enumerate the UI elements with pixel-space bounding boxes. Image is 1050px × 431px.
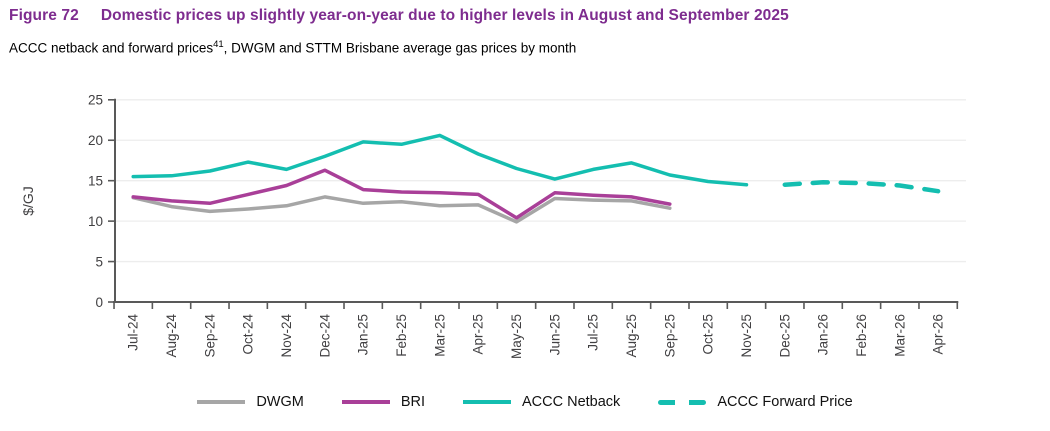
y-tick-label: 5 <box>95 254 103 269</box>
legend-label: ACCC Netback <box>522 394 621 410</box>
x-tick-label: Jan-26 <box>816 314 831 355</box>
chart-legend: DWGM BRI ACCC Netback ACCC Forward Price <box>0 394 1050 410</box>
y-tick-label: 10 <box>88 214 103 229</box>
x-tick-label: Jun-25 <box>547 314 562 355</box>
x-tick-label: Mar-26 <box>892 314 907 357</box>
line-swatch-icon <box>463 400 511 404</box>
x-tick-label: Dec-24 <box>317 314 332 358</box>
x-tick-label: Dec-25 <box>777 314 792 358</box>
x-tick-label: Nov-24 <box>279 314 294 358</box>
x-tick-label: Aug-24 <box>164 314 179 358</box>
x-tick-label: Feb-26 <box>854 314 869 357</box>
figure-label: Figure 72 <box>9 7 79 24</box>
legend-item-accc-netback: ACCC Netback <box>463 394 620 410</box>
x-tick-label: Aug-25 <box>624 314 639 358</box>
subtitle-text-cont: , DWGM and STTM Brisbane average gas pri… <box>223 40 577 56</box>
x-tick-label: Sep-24 <box>202 314 217 358</box>
x-tick-label: Jul-25 <box>586 314 601 351</box>
series-line-bri <box>131 168 672 220</box>
x-tick-label: Oct-24 <box>241 314 256 355</box>
subtitle-text: ACCC netback and forward prices <box>9 40 214 56</box>
footnote-marker: 41 <box>213 39 224 50</box>
x-tick-label: Nov-25 <box>739 314 754 358</box>
figure-title: Domestic prices up slightly year-on-year… <box>100 7 789 24</box>
x-tick-label: Jul-24 <box>126 314 141 351</box>
series-line-dwgm <box>131 195 672 224</box>
line-swatch-icon <box>341 400 390 404</box>
x-tick-label: Jan-25 <box>356 314 371 355</box>
y-tick-label: 0 <box>95 295 103 310</box>
x-tick-label: Oct-25 <box>701 314 716 355</box>
figure-subtitle: ACCC netback and forward prices41, DWGM … <box>9 39 576 56</box>
legend-item-dwgm: DWGM <box>197 394 304 410</box>
legend-label: ACCC Forward Price <box>717 394 853 410</box>
y-axis-title: $/GJ <box>20 186 36 216</box>
x-tick-label: Sep-25 <box>662 314 677 358</box>
legend-label: BRI <box>400 394 425 410</box>
x-tick-label: Mar-25 <box>432 314 447 357</box>
y-tick-label: 20 <box>88 133 103 148</box>
x-tick-label: May-25 <box>509 314 524 359</box>
x-tick-label: Apr-25 <box>471 314 486 355</box>
figure-header: Figure 72 Domestic prices up slightly yea… <box>9 7 789 25</box>
x-tick-label: Feb-25 <box>394 314 409 357</box>
legend-item-accc-forward-price: ACCC Forward Price <box>658 394 853 410</box>
series-line-accc-forward-price <box>782 180 941 194</box>
series-line-accc-netback <box>131 133 749 187</box>
line-swatch-icon <box>197 400 246 404</box>
x-tick-label: Apr-26 <box>931 314 946 355</box>
dashed-line-swatch-icon <box>658 399 707 405</box>
y-tick-label: 15 <box>88 173 103 188</box>
y-tick-label: 25 <box>88 93 103 108</box>
legend-label: DWGM <box>256 394 304 410</box>
legend-item-bri: BRI <box>341 394 425 410</box>
